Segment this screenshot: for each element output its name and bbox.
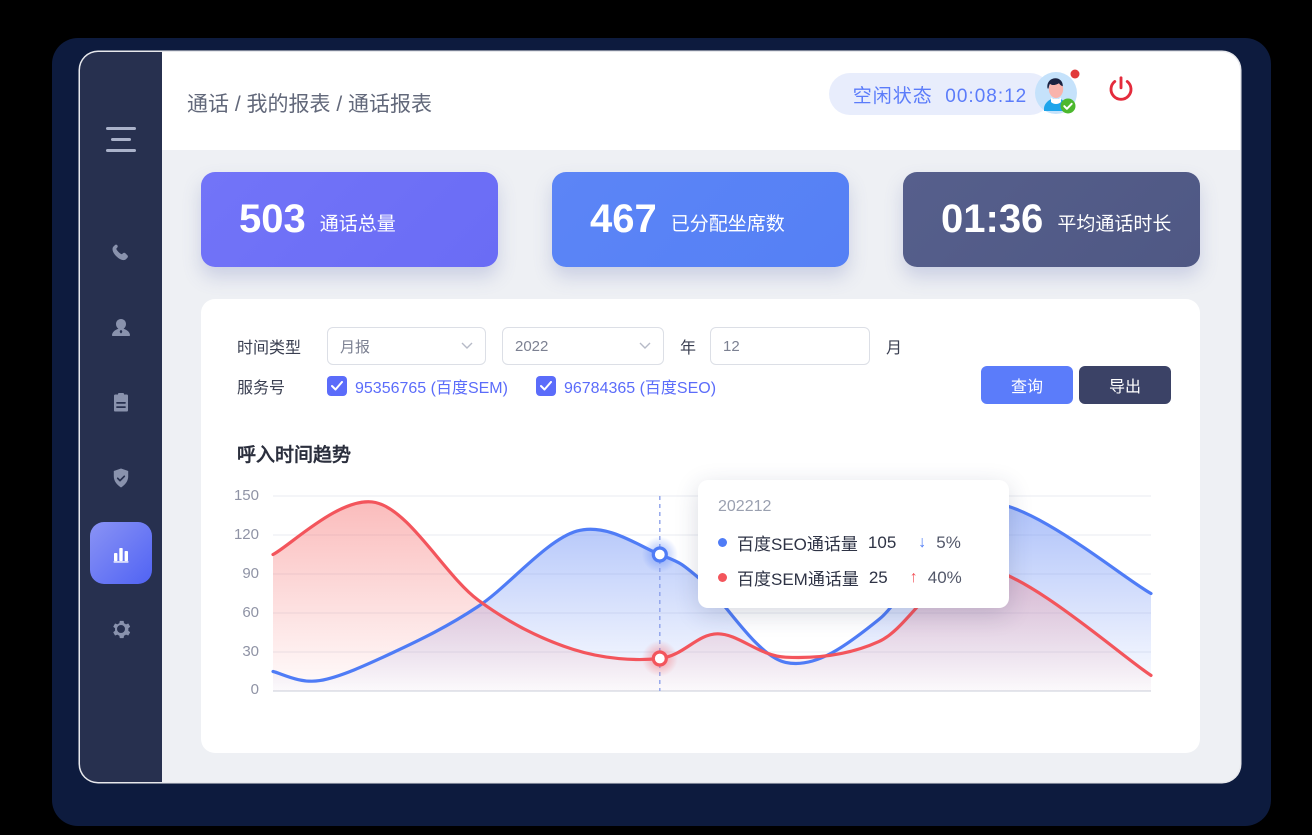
svg-text:90: 90 [242,565,259,582]
svg-text:0: 0 [251,681,259,698]
svg-text:120: 120 [234,526,259,543]
svg-text:150: 150 [234,487,259,504]
svg-text:60: 60 [242,604,259,621]
svg-text:30: 30 [242,643,259,660]
